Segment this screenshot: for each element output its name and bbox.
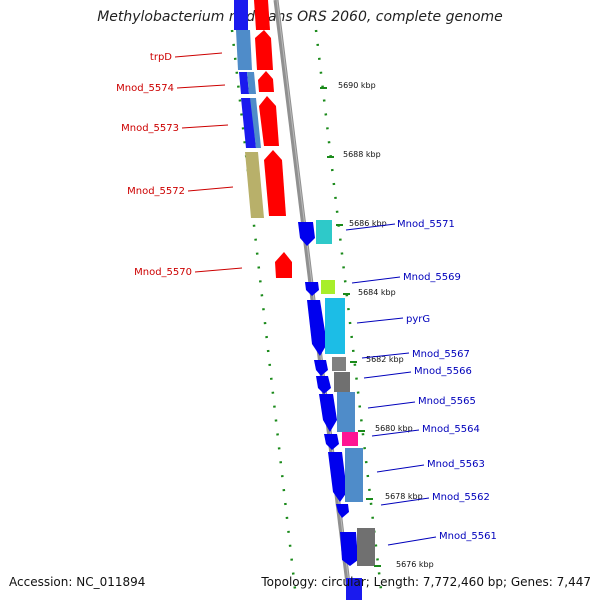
gene-block[interactable] [340,532,358,566]
leader-line [194,267,243,273]
gene-block[interactable] [255,30,273,70]
tick-label: 5682 kbp [366,355,404,364]
tick-label: 5684 kbp [358,288,396,297]
gene-block[interactable] [298,222,315,246]
topology-text: Topology: circular; Length: 7,772,460 bp… [261,575,591,589]
accession-text: Accession: NC_011894 [9,575,146,589]
gene-block[interactable] [321,280,335,294]
gene-label-mnod-5572[interactable]: Mnod_5572 [127,186,185,197]
gene-block[interactable] [254,0,270,30]
gene-label-mnod-5567[interactable]: Mnod_5567 [412,349,470,360]
left-feature-blocks [234,0,292,278]
leader-line [345,223,396,231]
gene-block[interactable] [275,252,292,278]
leader-line [181,124,229,129]
gene-block[interactable] [245,152,264,218]
leader-line [187,186,234,192]
leader-line [367,401,416,409]
gene-label-mnod-5565[interactable]: Mnod_5565 [418,396,476,407]
leader-line [371,429,420,437]
gene-block[interactable] [342,432,358,446]
right-dotted-guide [314,29,384,599]
gene-block[interactable] [236,30,252,70]
gene-block[interactable] [325,298,345,354]
gene-block[interactable] [316,220,332,244]
gene-label-mnod-5561[interactable]: Mnod_5561 [439,531,497,542]
gene-label-mnod-5574[interactable]: Mnod_5574 [116,83,174,94]
tick-label: 5686 kbp [349,219,387,228]
gene-block[interactable] [250,98,261,148]
gene-block[interactable] [336,504,349,518]
gene-block[interactable] [334,372,350,392]
leader-line [363,371,412,379]
gene-block[interactable] [337,392,355,432]
gene-label-mnod-5564[interactable]: Mnod_5564 [422,424,480,435]
gene-label-mnod-5562[interactable]: Mnod_5562 [432,492,490,503]
gene-block[interactable] [247,72,256,94]
gene-label-trpd[interactable]: trpD [150,52,172,63]
gene-block[interactable] [328,452,347,502]
gene-block[interactable] [264,150,286,216]
tick-label: 5690 kbp [338,81,376,90]
gene-label-mnod-5571[interactable]: Mnod_5571 [397,219,455,230]
gene-block[interactable] [345,448,363,502]
gene-block[interactable] [319,394,337,432]
gene-label-mnod-5569[interactable]: Mnod_5569 [403,272,461,283]
gene-block[interactable] [314,360,328,376]
leader-line [361,352,410,359]
tick-label: 5688 kbp [343,150,381,159]
gene-label-mnod-5570[interactable]: Mnod_5570 [134,267,192,278]
tick-label: 5676 kbp [396,560,434,569]
leader-line [176,84,226,89]
gene-block[interactable] [316,376,331,394]
gene-block[interactable] [305,282,319,296]
gene-label-mnod-5563[interactable]: Mnod_5563 [427,459,485,470]
left-dotted-guide [230,29,298,599]
gene-label-mnod-5573[interactable]: Mnod_5573 [121,123,179,134]
gene-block[interactable] [234,0,248,30]
gene-block[interactable] [259,96,279,146]
leader-line [376,464,425,473]
tick-label: 5678 kbp [385,492,423,501]
gene-label-pyrg[interactable]: pyrG [406,314,430,325]
map-title: Methylobacterium nodulans ORS 2060, comp… [97,9,503,25]
gene-block[interactable] [324,434,339,450]
gene-block[interactable] [346,578,362,600]
right-gene-labels: Mnod_5571 Mnod_5569 pyrG Mnod_5567 Mnod_… [345,219,497,546]
leader-line [174,52,223,58]
leader-line [380,497,430,506]
tick-label: 5680 kbp [375,424,413,433]
gene-block[interactable] [307,300,327,356]
leader-line [356,317,404,324]
gene-block[interactable] [239,72,249,94]
gene-block[interactable] [258,71,274,92]
leader-line [387,536,437,546]
left-gene-labels: trpD Mnod_5574 Mnod_5573 Mnod_5572 Mnod_… [116,52,243,278]
gene-label-mnod-5566[interactable]: Mnod_5566 [414,366,472,377]
right-feature-blocks [298,220,375,600]
gene-block[interactable] [332,357,346,371]
leader-line [351,276,401,284]
kbp-ticks: 5690 kbp 5688 kbp 5686 kbp 5684 kbp 5682… [320,81,434,569]
gene-block[interactable] [357,528,375,566]
